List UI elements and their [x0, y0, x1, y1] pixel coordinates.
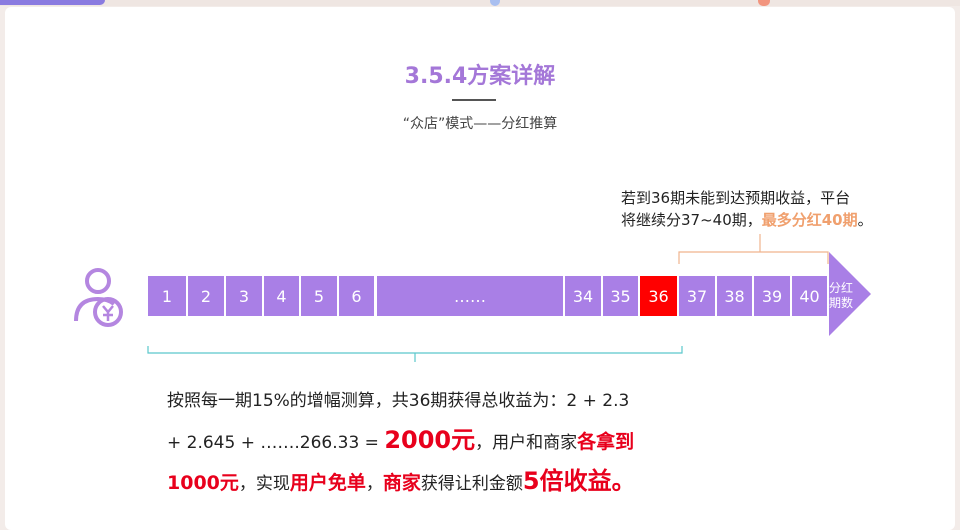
period-cell: ……: [377, 276, 563, 316]
slide: [5, 7, 955, 530]
timeline-arrow: [829, 252, 871, 336]
body-line-2: + 2.645 + …….266.33 = 2000元，用户和商家各拿到: [167, 426, 635, 454]
period-cell: 34: [565, 276, 601, 316]
period-cell: 5: [301, 276, 337, 316]
period-cell: 2: [188, 276, 224, 316]
period-cell: 35: [603, 276, 638, 316]
user-money-icon: [74, 268, 123, 327]
period-cell: 1: [148, 276, 186, 316]
period-cell: 6: [339, 276, 374, 316]
period-cell: 40: [792, 276, 827, 316]
period-cell: 37: [679, 276, 715, 316]
divider: [452, 99, 496, 101]
page-subtitle: “众店”模式——分红推算: [402, 116, 558, 132]
page-title: 3.5.4方案详解: [404, 64, 556, 89]
top-decoration: [0, 0, 960, 6]
period-cell: 38: [717, 276, 752, 316]
body-line-1: 按照每一期15%的增幅测算，共36期获得总收益为：2 + 2.3: [167, 391, 630, 411]
period-cell: 3: [226, 276, 262, 316]
period-cell: 4: [264, 276, 299, 316]
period-cell: 36: [640, 276, 677, 316]
body-line-3: 1000元，实现用户免单，商家获得让利金额5倍收益。: [167, 467, 636, 495]
extension-note: 若到36期未能到达预期收益，平台 将继续分37~40期，最多分红40期。: [621, 189, 873, 229]
period-cell: 39: [754, 276, 790, 316]
arrow-label: 分红 期数: [829, 281, 854, 310]
